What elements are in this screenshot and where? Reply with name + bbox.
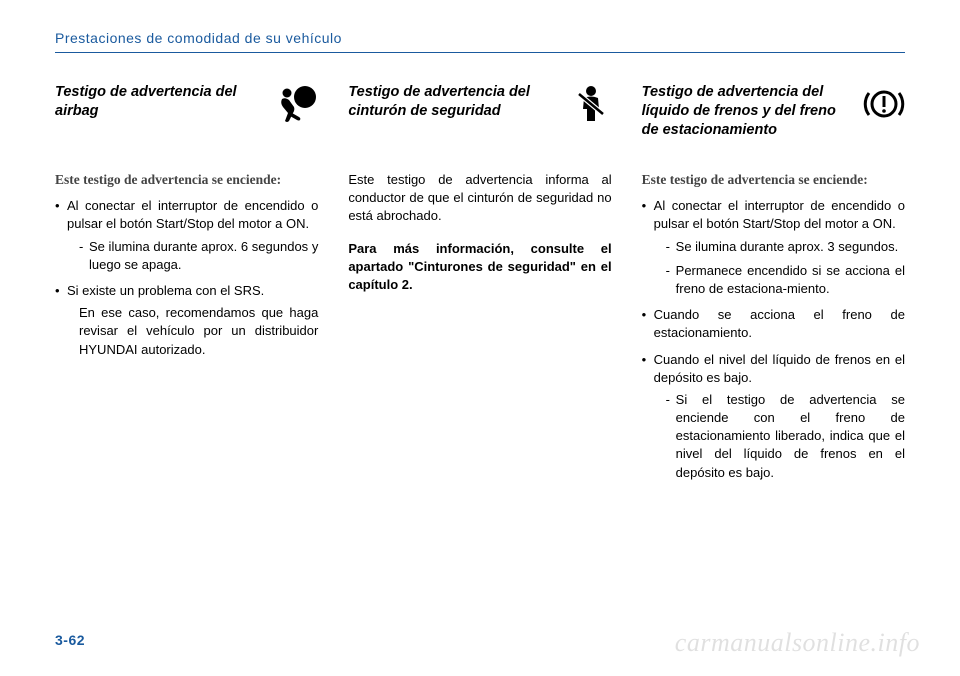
section-head: Testigo de advertencia del líquido de fr… [642, 83, 905, 147]
item-text: Al conectar el interruptor de encendido … [654, 198, 905, 231]
section-title: Testigo de advertencia del cinturón de s… [348, 83, 559, 121]
list-item: Cuando se acciona el freno de estacionam… [642, 306, 905, 342]
lead-text: Este testigo de advertencia se enciende: [55, 171, 318, 189]
body-text: Este testigo de advertencia informa al c… [348, 171, 611, 226]
bullet-list: Al conectar el interruptor de encendido … [55, 197, 318, 359]
item-after: En ese caso, recomendamos que haga revis… [67, 304, 318, 359]
section-head: Testigo de advertencia del airbag [55, 83, 318, 147]
lead-text: Este testigo de advertencia se enciende: [642, 171, 905, 189]
list-item: Cuando el nivel del líquido de frenos en… [642, 351, 905, 482]
watermark: carmanualsonline.info [675, 628, 920, 658]
item-text: Cuando el nivel del líquido de frenos en… [654, 352, 905, 385]
section-header-title: Prestaciones de comodidad de su vehículo [55, 30, 905, 46]
section-head: Testigo de advertencia del cinturón de s… [348, 83, 611, 147]
section-title: Testigo de advertencia del airbag [55, 83, 266, 121]
column-seatbelt: Testigo de advertencia del cinturón de s… [348, 83, 611, 490]
item-text: Al conectar el interruptor de encendido … [67, 198, 318, 231]
item-text: Si existe un problema con el SRS. [67, 283, 264, 298]
brake-icon [863, 83, 905, 125]
sub-item: Si el testigo de advertencia se enciende… [654, 391, 905, 482]
sub-item: Se ilumina durante aprox. 6 segundos y l… [67, 238, 318, 274]
page-number: 3-62 [55, 632, 85, 648]
item-text: Cuando se acciona el freno de estacionam… [654, 307, 905, 340]
list-item: Al conectar el interruptor de encendido … [55, 197, 318, 274]
list-item: Al conectar el interruptor de encendido … [642, 197, 905, 298]
column-brake: Testigo de advertencia del líquido de fr… [642, 83, 905, 490]
bullet-list: Al conectar el interruptor de encendido … [642, 197, 905, 482]
manual-page: Prestaciones de comodidad de su vehículo… [0, 0, 960, 676]
bold-reference: Para más información, consulte el aparta… [348, 240, 611, 295]
sub-item: Permanece encendido si se acciona el fre… [654, 262, 905, 298]
section-title: Testigo de advertencia del líquido de fr… [642, 83, 853, 140]
content-columns: Testigo de advertencia del airbag Este t… [55, 83, 905, 490]
column-airbag: Testigo de advertencia del airbag Este t… [55, 83, 318, 490]
airbag-icon [276, 83, 318, 125]
list-item: Si existe un problema con el SRS. En ese… [55, 282, 318, 359]
sub-item: Se ilumina durante aprox. 3 segundos. [654, 238, 905, 256]
header-rule [55, 52, 905, 53]
seatbelt-icon [570, 83, 612, 125]
